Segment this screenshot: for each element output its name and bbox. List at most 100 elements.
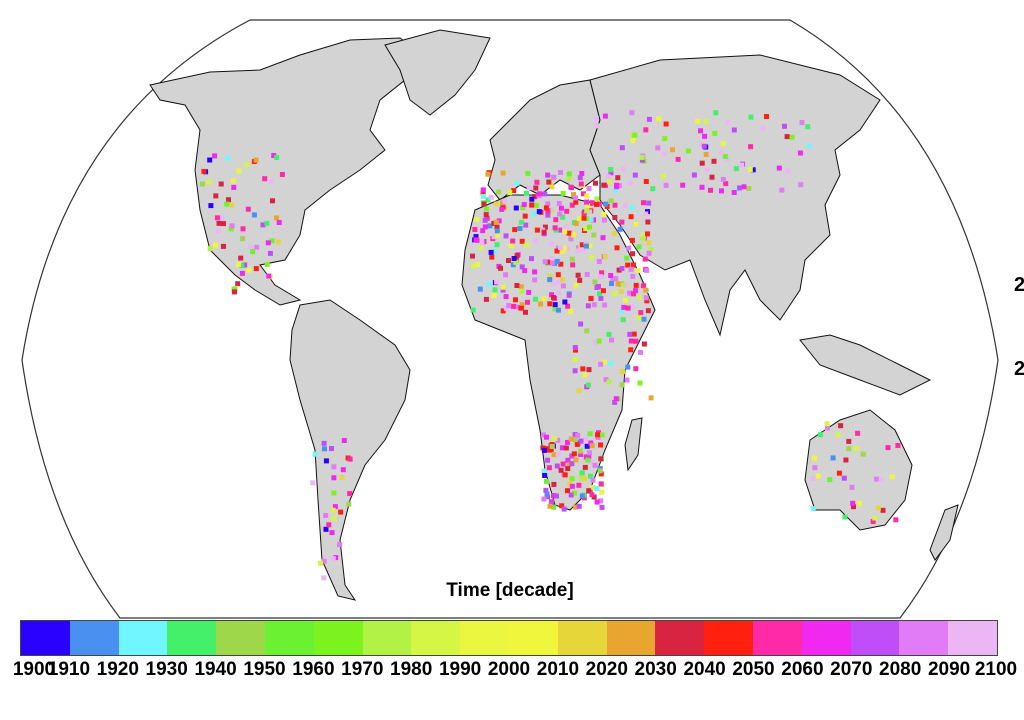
change-cell — [779, 187, 785, 193]
change-cell — [598, 481, 604, 487]
change-cell — [635, 268, 641, 274]
change-cell — [557, 227, 563, 233]
southeast-asia-islands — [799, 334, 932, 396]
change-cell — [547, 277, 553, 283]
change-cell — [514, 283, 520, 288]
change-cell — [600, 235, 606, 241]
change-cell — [549, 444, 555, 449]
change-cell — [589, 443, 595, 449]
change-cell — [503, 294, 509, 300]
change-cell — [719, 150, 724, 156]
colorbar-tick-label: 2000 — [487, 659, 531, 680]
change-cell — [577, 215, 583, 221]
change-cell — [508, 243, 514, 249]
change-cell — [695, 118, 701, 124]
change-cell — [594, 196, 600, 202]
change-cell — [269, 238, 275, 244]
change-cell — [534, 203, 539, 209]
change-cell — [548, 446, 554, 452]
change-cell — [633, 338, 639, 344]
change-cell — [636, 294, 642, 300]
change-cell — [558, 245, 563, 251]
change-cell — [573, 504, 579, 510]
change-cell — [523, 309, 528, 315]
change-cell — [573, 195, 579, 201]
change-cell — [575, 432, 581, 438]
change-cell — [531, 211, 537, 217]
change-cell — [610, 276, 616, 282]
change-cell — [240, 236, 246, 242]
change-cell — [895, 443, 901, 448]
change-cell — [555, 451, 561, 457]
change-cell — [627, 180, 633, 186]
change-cell — [529, 202, 535, 208]
change-cell — [721, 141, 726, 147]
colorbar-swatch — [606, 621, 656, 655]
change-cell — [546, 465, 552, 471]
change-cell — [483, 296, 489, 302]
change-cell — [214, 215, 220, 221]
change-cell — [589, 492, 595, 498]
new-zealand — [929, 504, 959, 561]
change-cell — [544, 478, 549, 484]
change-cell — [332, 504, 338, 510]
change-cell — [312, 451, 318, 457]
change-cell — [565, 457, 571, 463]
change-cell — [889, 474, 895, 480]
change-cell — [824, 421, 830, 427]
change-cell — [588, 440, 594, 446]
change-cell — [680, 182, 686, 188]
change-cell — [724, 156, 730, 162]
change-cell — [597, 291, 602, 297]
change-cell — [601, 359, 607, 365]
change-cell — [206, 179, 212, 185]
colorbar-tick-label: 2090 — [927, 659, 971, 680]
change-cell — [568, 308, 574, 314]
change-cell — [517, 226, 523, 231]
change-cell — [226, 197, 231, 203]
change-cell — [641, 200, 646, 206]
colorbar-tick-label: 2040 — [683, 659, 726, 680]
change-cell — [526, 289, 532, 295]
change-cell — [585, 457, 591, 463]
change-cell — [239, 270, 245, 276]
change-cell — [594, 201, 599, 207]
change-cell — [532, 269, 538, 275]
change-cell — [598, 456, 604, 462]
change-cell — [860, 451, 866, 457]
change-cell — [641, 283, 646, 289]
change-cell — [573, 347, 578, 353]
change-cell — [577, 277, 583, 283]
change-cell — [571, 451, 577, 457]
change-cell — [483, 212, 489, 218]
change-cell — [607, 179, 613, 185]
change-cell — [494, 242, 500, 248]
change-cell — [646, 116, 652, 122]
change-cell — [641, 316, 647, 322]
change-cell — [500, 284, 506, 290]
change-cell — [498, 265, 503, 271]
change-cell — [534, 179, 540, 185]
colorbar-tick-label: 1980 — [390, 659, 433, 680]
change-cell — [620, 317, 626, 323]
change-cell — [600, 288, 606, 294]
change-cell — [493, 219, 499, 225]
change-cell — [507, 190, 513, 196]
change-cell — [855, 430, 861, 436]
change-cell — [629, 205, 635, 211]
change-cell — [893, 517, 899, 523]
change-cell — [513, 259, 519, 265]
change-cell — [578, 438, 584, 444]
change-cell — [228, 226, 234, 232]
colorbar-title: Time [decade] — [446, 580, 574, 601]
change-cell — [472, 227, 478, 232]
change-cell — [602, 254, 608, 260]
change-cell — [613, 276, 619, 282]
change-cell — [619, 308, 625, 314]
change-cell — [321, 440, 327, 446]
change-cell — [578, 452, 584, 457]
change-cell — [608, 360, 614, 366]
colorbar-swatch — [118, 621, 168, 655]
change-cell — [643, 127, 649, 133]
